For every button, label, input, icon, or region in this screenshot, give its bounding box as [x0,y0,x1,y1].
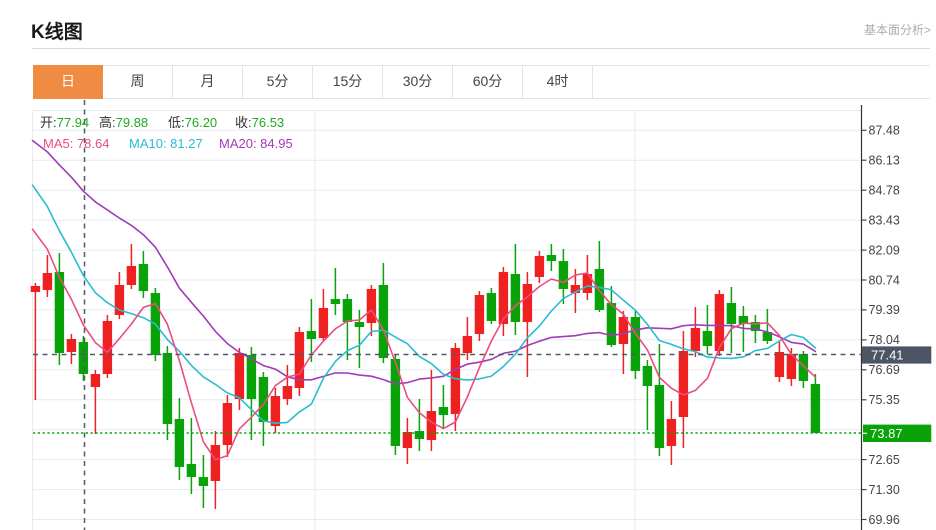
svg-text:78.04: 78.04 [869,333,900,347]
svg-text:69.96: 69.96 [869,513,900,527]
svg-text:87.48: 87.48 [869,124,900,138]
svg-text:86.13: 86.13 [869,154,900,168]
svg-text:80.74: 80.74 [869,273,900,287]
svg-text:79.39: 79.39 [869,303,900,317]
svg-text:83.43: 83.43 [869,213,900,227]
svg-text:75.35: 75.35 [869,393,900,407]
svg-text:71.30: 71.30 [869,483,900,497]
svg-text:82.09: 82.09 [869,243,900,257]
svg-text:73.87: 73.87 [870,426,903,441]
svg-text:76.69: 76.69 [869,363,900,377]
svg-text:77.41: 77.41 [871,347,904,362]
svg-text:84.78: 84.78 [869,184,900,198]
svg-text:72.65: 72.65 [869,453,900,467]
